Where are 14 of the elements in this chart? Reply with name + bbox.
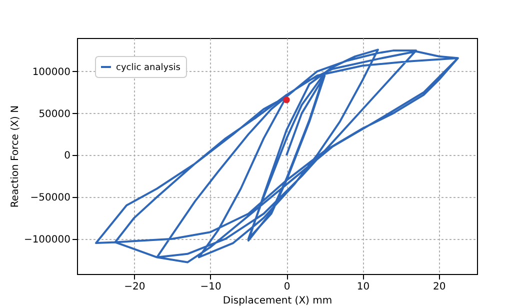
x-axis-title: Displacement (X) mm — [222, 296, 332, 306]
y-tick-label: −100000 — [24, 234, 70, 246]
x-tick-label: 20 — [433, 282, 446, 292]
x-tick-label: 0 — [284, 282, 290, 292]
y-tick-label: 100000 — [32, 66, 70, 78]
y-tick-label: 50000 — [38, 108, 70, 120]
y-tick-label: 0 — [64, 150, 70, 162]
x-tick-label: −20 — [124, 282, 146, 292]
x-tick-label: 10 — [356, 282, 370, 292]
line-series — [95, 48, 459, 264]
y-tick-label: −50000 — [30, 192, 70, 204]
legend-label: cyclic analysis — [116, 63, 181, 73]
y-axis-title: Reaction Force (X) N — [10, 105, 21, 208]
x-tick-label: −10 — [200, 282, 222, 292]
